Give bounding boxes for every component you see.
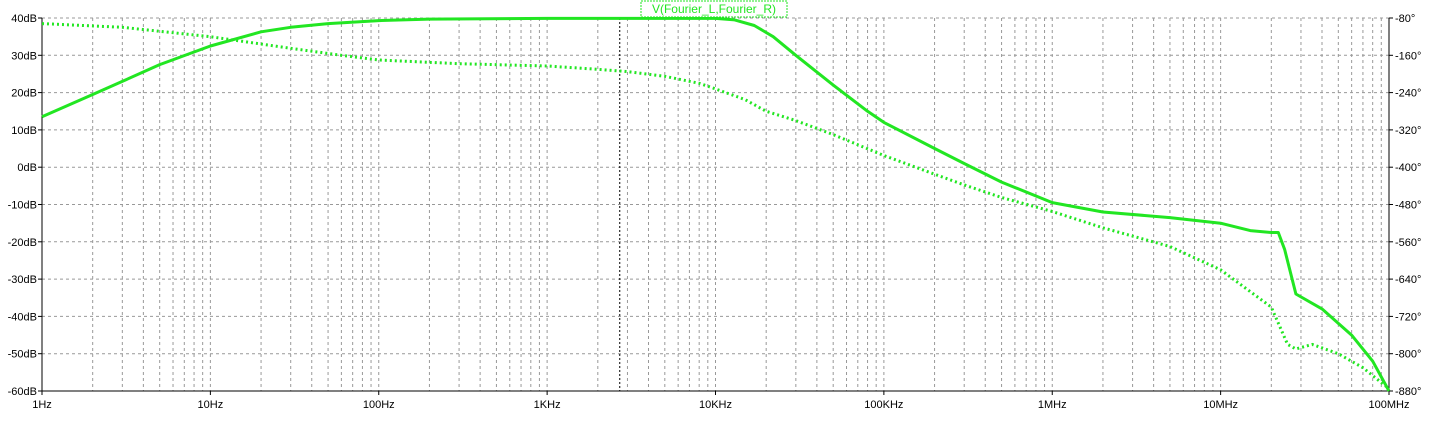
trace-title-box	[640, 0, 788, 18]
y-right-tick-label: -400°	[1395, 162, 1421, 174]
x-tick-label: 100Hz	[363, 399, 395, 411]
grid-layer	[41, 17, 1390, 392]
y-right-tick-label: -880°	[1395, 386, 1421, 398]
y-left-tick-label: 40dB	[11, 13, 37, 25]
y-left-tick-label: -50dB	[8, 349, 37, 361]
y-right-tick-label: -560°	[1395, 237, 1421, 249]
y-left-tick-label: -20dB	[8, 237, 37, 249]
x-tick-label: 1Hz	[32, 399, 52, 411]
y-right-tick-label: -720°	[1395, 311, 1421, 323]
y-right-tick-label: -240°	[1395, 88, 1421, 100]
x-tick-label: 10Hz	[198, 399, 224, 411]
y-left-tick-label: -60dB	[8, 386, 37, 398]
y-left-tick-label: 10dB	[11, 125, 37, 137]
trace-title[interactable]: V(Fourier_L,Fourier_R)	[640, 0, 788, 18]
series-line-magnitude	[41, 16, 1391, 392]
y-left-tick-label: 20dB	[11, 88, 37, 100]
y-right-tick-label: -800°	[1395, 349, 1421, 361]
x-tick-label: 10MHz	[1203, 399, 1238, 411]
series-layer	[41, 16, 1391, 392]
y-right-tick-label: -320°	[1395, 125, 1421, 137]
trace-title-text: V(Fourier_L,Fourier_R)	[652, 2, 776, 16]
y-left-tick-label: -10dB	[8, 200, 37, 212]
y-right-tick-label: -160°	[1395, 50, 1421, 62]
x-tick-label: 100KHz	[864, 399, 903, 411]
x-tick-label: 10KHz	[699, 399, 732, 411]
axis-layer: 1Hz 10Hz 100Hz 1KHz 10KHz 100KHz 1MHz 10MHz 100M…	[8, 13, 1422, 411]
y-left-tick-label: -30dB	[8, 274, 37, 286]
y-right-tick-label: -640°	[1395, 274, 1421, 286]
x-tick-label: 100MHz	[1369, 399, 1410, 411]
y-right-tick-label: -80°	[1395, 13, 1415, 25]
y-left-tick-label: -40dB	[8, 311, 37, 323]
y-left-tick-label: 30dB	[11, 50, 37, 62]
x-tick-label: 1KHz	[534, 399, 561, 411]
y-right-tick-label: -480°	[1395, 200, 1421, 212]
y-left-tick-label: 0dB	[17, 162, 37, 174]
x-tick-label: 1MHz	[1038, 399, 1067, 411]
